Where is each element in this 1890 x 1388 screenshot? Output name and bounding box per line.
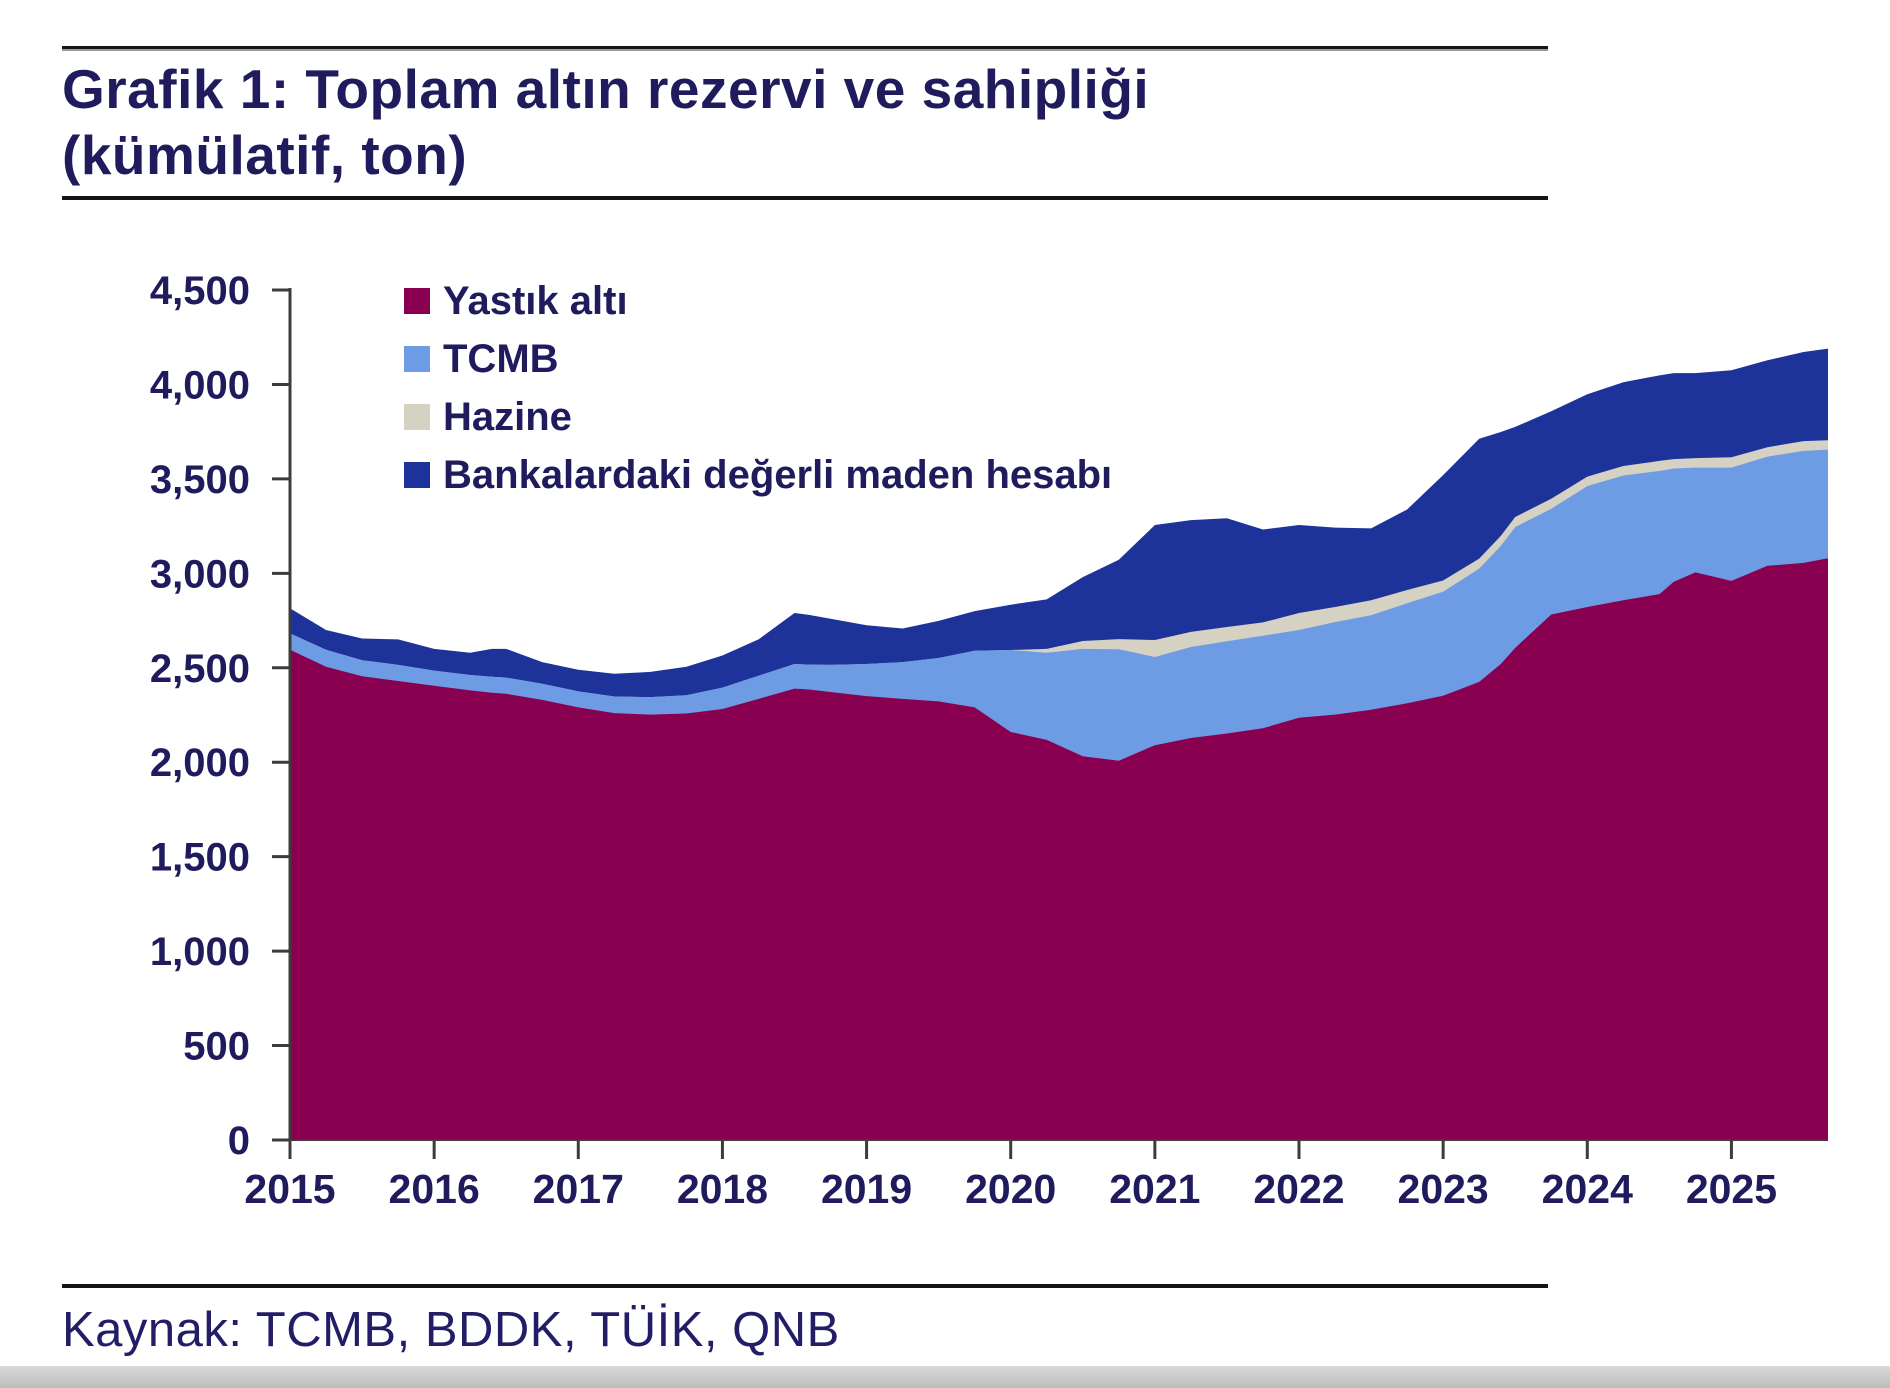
x-tick-label: 2020 [965, 1166, 1056, 1212]
legend-swatch-yastik-alti-icon [404, 288, 430, 314]
x-tick-label: 2021 [1109, 1166, 1200, 1212]
legend-swatch-hazine-icon [404, 404, 430, 430]
y-tick-label: 1,500 [150, 836, 250, 880]
legend-item-yastik-alti: Yastık altı [404, 272, 1112, 330]
y-tick-label: 4,000 [150, 363, 250, 407]
y-tick-label: 0 [228, 1119, 250, 1163]
x-tick-label: 2015 [244, 1166, 335, 1212]
legend-swatch-tcmb-icon [404, 346, 430, 372]
y-tick-label: 2,000 [150, 741, 250, 785]
legend-label-hazine: Hazine [443, 394, 572, 439]
y-tick-label: 500 [183, 1025, 250, 1069]
x-tick-label: 2022 [1253, 1166, 1344, 1212]
legend-item-hazine: Hazine [404, 388, 1112, 446]
legend-item-banka-hesabi: Bankalardaki değerli maden hesabı [404, 446, 1112, 504]
chart-title-line1: Grafik 1: Toplam altın rezervi ve sahipl… [62, 58, 1150, 120]
chart-title-line2: (kümülatif, ton) [62, 124, 468, 186]
bottom-rule [62, 1284, 1548, 1288]
legend-label-banka-hesabi: Bankalardaki değerli maden hesabı [443, 452, 1113, 497]
top-rule [62, 46, 1548, 50]
y-tick-label: 2,500 [150, 647, 250, 691]
legend-item-tcmb: TCMB [404, 330, 1112, 388]
legend-label-yastik-alti: Yastık altı [443, 278, 628, 323]
x-tick-label: 2025 [1686, 1166, 1777, 1212]
y-tick-label: 3,000 [150, 552, 250, 596]
y-tick-label: 1,000 [150, 930, 250, 974]
area-yastik-alti [290, 558, 1828, 1140]
x-tick-label: 2018 [677, 1166, 768, 1212]
x-tick-label: 2019 [821, 1166, 912, 1212]
chart-title: Grafik 1: Toplam altın rezervi ve sahipl… [62, 56, 1548, 188]
source-note: Kaynak: TCMB, BDDK, TÜİK, QNB [62, 1303, 840, 1357]
bottom-strip [0, 1366, 1890, 1388]
x-tick-label: 2024 [1542, 1166, 1633, 1212]
chart-legend: Yastık altı TCMB Hazine Bankalardaki değ… [404, 272, 1112, 504]
x-tick-label: 2017 [533, 1166, 624, 1212]
legend-swatch-banka-hesabi-icon [404, 462, 430, 488]
x-tick-label: 2023 [1398, 1166, 1489, 1212]
legend-label-tcmb: TCMB [443, 336, 559, 381]
title-underline-rule [62, 196, 1548, 200]
stacked-area-chart: 0 500 1,000 1,500 2,000 2,500 3,000 3,500 4,000 4… [150, 269, 1828, 1212]
y-tick-label: 3,500 [150, 458, 250, 502]
y-tick-label: 4,500 [150, 269, 250, 313]
x-tick-label: 2016 [389, 1166, 480, 1212]
